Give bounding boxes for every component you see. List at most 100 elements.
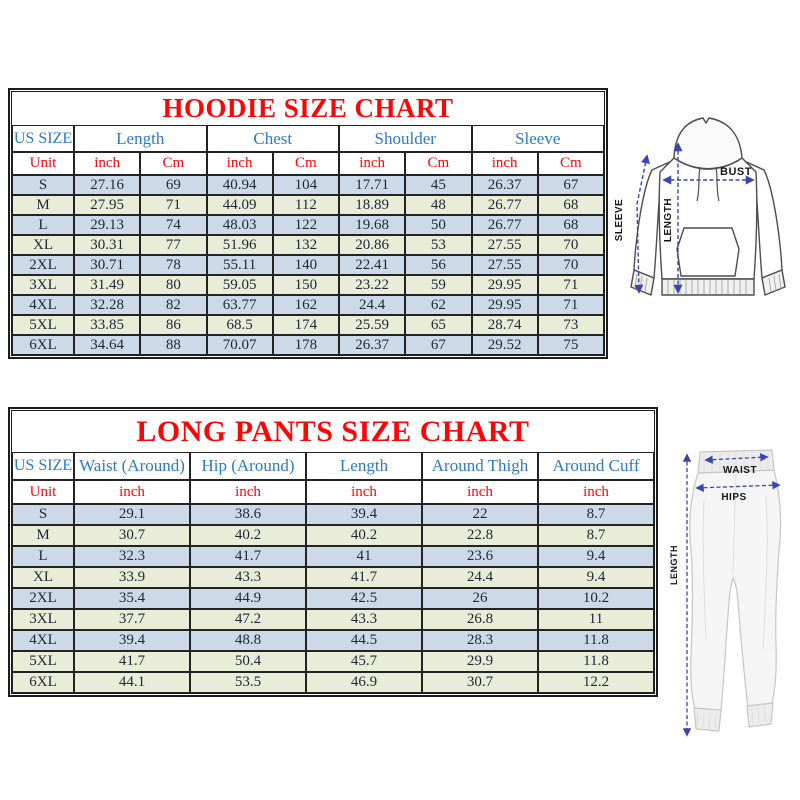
value-cell: 26.37 (471, 175, 538, 195)
value-cell: 46.9 (306, 672, 422, 693)
value-cell: 178 (272, 335, 339, 355)
value-cell: 150 (272, 275, 339, 295)
size-cell: 6XL (12, 335, 74, 355)
value-cell: 33.85 (74, 315, 141, 335)
value-cell: 27.95 (74, 195, 141, 215)
value-cell: 68.5 (206, 315, 273, 335)
value-cell: 27.16 (74, 175, 141, 195)
pants-line-art: WAIST HIPS LENGTH (669, 449, 782, 737)
value-cell: 112 (272, 195, 339, 215)
value-cell: 45 (405, 175, 472, 195)
value-cell: 140 (272, 255, 339, 275)
value-cell: 26.77 (471, 215, 538, 235)
table-row: 6XL 44.1 53.5 46.9 30.7 12.2 (12, 672, 654, 693)
value-cell: 24.4 (422, 567, 538, 588)
value-cell: 63.77 (206, 295, 273, 315)
value-cell: 38.6 (190, 504, 306, 525)
value-cell: 33.9 (74, 567, 190, 588)
value-cell: 55.11 (206, 255, 273, 275)
value-cell: 8.7 (538, 525, 654, 546)
value-cell: 86 (140, 315, 207, 335)
value-cell: 11.8 (538, 651, 654, 672)
size-cell: 3XL (12, 275, 74, 295)
value-cell: 48.8 (190, 630, 306, 651)
value-cell: 25.59 (339, 315, 406, 335)
hoodie-unit-label: Unit (12, 152, 74, 175)
size-cell: 2XL (12, 588, 74, 609)
table-row: XL 33.9 43.3 41.7 24.4 9.4 (12, 567, 654, 588)
value-cell: 30.31 (74, 235, 141, 255)
value-cell: 26.8 (422, 609, 538, 630)
size-cell: M (12, 525, 74, 546)
unit-cell: inch (422, 480, 538, 504)
value-cell: 82 (140, 295, 207, 315)
size-cell: 5XL (12, 315, 74, 335)
value-cell: 67 (537, 175, 604, 195)
value-cell: 71 (140, 195, 207, 215)
value-cell: 22.8 (422, 525, 538, 546)
value-cell: 23.22 (339, 275, 406, 295)
value-cell: 44.5 (306, 630, 422, 651)
hoodie-us-size-header: US SIZE (12, 125, 74, 152)
pants-unit-row: Unit inch inch inch inch inch (12, 480, 654, 504)
pants-unit-label: Unit (12, 480, 74, 504)
unit-cell: Cm (140, 152, 207, 175)
value-cell: 41 (306, 546, 422, 567)
size-cell: 2XL (12, 255, 74, 275)
table-row: 2XL 30.71 78 55.11 140 22.41 56 27.55 70 (12, 255, 604, 275)
value-cell: 12.2 (538, 672, 654, 693)
size-cell: L (12, 215, 74, 235)
value-cell: 43.3 (190, 567, 306, 588)
hoodie-shoulder-header: Shoulder (339, 125, 472, 152)
value-cell: 40.2 (190, 525, 306, 546)
value-cell: 37.7 (74, 609, 190, 630)
value-cell: 8.7 (538, 504, 654, 525)
value-cell: 29.9 (422, 651, 538, 672)
value-cell: 74 (140, 215, 207, 235)
value-cell: 29.13 (74, 215, 141, 235)
size-cell: M (12, 195, 74, 215)
value-cell: 68 (537, 215, 604, 235)
value-cell: 53 (405, 235, 472, 255)
hoodie-table-body: S 27.16 69 40.94 104 17.71 45 26.37 67 M 27.95 71 44… (12, 175, 604, 355)
pants-hip-header: Hip (Around) (190, 452, 306, 480)
size-cell: 6XL (12, 672, 74, 693)
hoodie-size-chart: HOODIE SIZE CHART US SIZE Length Chest S… (8, 88, 608, 359)
pants-header-row: US SIZE Waist (Around) Hip (Around) Leng… (12, 452, 654, 480)
hoodie-unit-row: Unit inch Cm inch Cm inch Cm inch Cm (12, 152, 604, 175)
size-cell: 4XL (12, 630, 74, 651)
pants-cuff-header: Around Cuff (538, 452, 654, 480)
unit-cell: inch (190, 480, 306, 504)
value-cell: 78 (140, 255, 207, 275)
value-cell: 41.7 (190, 546, 306, 567)
value-cell: 62 (405, 295, 472, 315)
table-row: L 29.13 74 48.03 122 19.68 50 26.77 68 (12, 215, 604, 235)
pants-size-chart: LONG PANTS SIZE CHART US SIZE Waist (Aro… (8, 407, 658, 697)
value-cell: 50.4 (190, 651, 306, 672)
unit-cell: inch (206, 152, 273, 175)
table-row: 4XL 39.4 48.8 44.5 28.3 11.8 (12, 630, 654, 651)
table-row: L 32.3 41.7 41 23.6 9.4 (12, 546, 654, 567)
waist-arrow (704, 453, 769, 464)
value-cell: 11 (538, 609, 654, 630)
unit-cell: Cm (405, 152, 472, 175)
value-cell: 132 (272, 235, 339, 255)
table-row: 5XL 41.7 50.4 45.7 29.9 11.8 (12, 651, 654, 672)
value-cell: 28.3 (422, 630, 538, 651)
value-cell: 43.3 (306, 609, 422, 630)
table-row: S 29.1 38.6 39.4 22 8.7 (12, 504, 654, 525)
table-row: XL 30.31 77 51.96 132 20.86 53 27.55 70 (12, 235, 604, 255)
unit-cell: inch (538, 480, 654, 504)
value-cell: 26.77 (471, 195, 538, 215)
value-cell: 32.3 (74, 546, 190, 567)
value-cell: 41.7 (306, 567, 422, 588)
value-cell: 22.41 (339, 255, 406, 275)
value-cell: 59.05 (206, 275, 273, 295)
pants-chart-frame: LONG PANTS SIZE CHART US SIZE Waist (Aro… (11, 410, 655, 694)
value-cell: 44.9 (190, 588, 306, 609)
value-cell: 42.5 (306, 588, 422, 609)
value-cell: 70 (537, 235, 604, 255)
value-cell: 40.2 (306, 525, 422, 546)
value-cell: 30.7 (422, 672, 538, 693)
